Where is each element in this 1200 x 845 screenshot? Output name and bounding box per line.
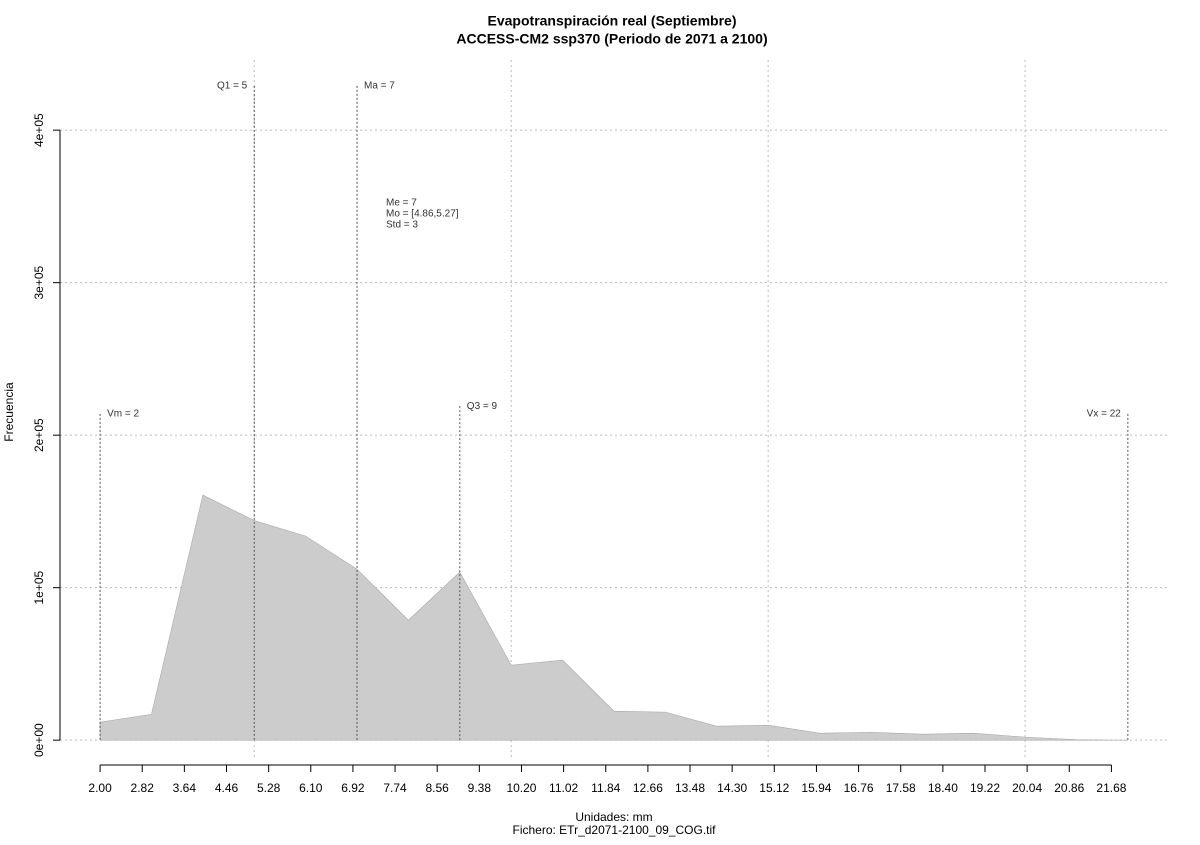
- chart-subtitle: ACCESS-CM2 ssp370 (Periodo de 2071 a 210…: [456, 31, 767, 47]
- y-axis-label: Frecuencia: [2, 382, 16, 442]
- x-tick-label: 3.64: [173, 781, 197, 795]
- x-tick-label: 5.28: [257, 781, 281, 795]
- x-tick-label: 11.84: [591, 781, 620, 795]
- x-tick-label: 6.92: [341, 781, 365, 795]
- x-tick-label: 21.68: [1096, 781, 1126, 795]
- caption: Fichero: ETr_d2071-2100_09_COG.tif: [513, 823, 717, 837]
- x-tick-label: 11.02: [549, 781, 578, 795]
- x-tick-label: 10.20: [506, 781, 536, 795]
- x-tick-label: 20.04: [1012, 781, 1042, 795]
- x-tick-label: 18.40: [928, 781, 958, 795]
- x-tick-label: 15.12: [759, 781, 789, 795]
- x-tick-label: 13.48: [675, 781, 705, 795]
- y-tick-label: 4e+05: [32, 113, 46, 147]
- x-tick-label: 6.10: [299, 781, 323, 795]
- x-tick-label: 7.74: [383, 781, 407, 795]
- stat-label: Mo = [4.86,5.27]: [386, 209, 459, 220]
- x-tick-label: 16.76: [844, 781, 874, 795]
- x-tick-label: 2.00: [88, 781, 112, 795]
- x-tick-label: 8.56: [426, 781, 450, 795]
- chart-title: Evapotranspiración real (Septiembre): [488, 13, 737, 29]
- x-tick-label: 2.82: [131, 781, 155, 795]
- marker-label: Q1 = 5: [217, 81, 248, 92]
- x-tick-label: 12.66: [633, 781, 663, 795]
- x-tick-label: 19.22: [970, 781, 1000, 795]
- x-tick-label: 4.46: [215, 781, 239, 795]
- x-tick-label: 14.30: [717, 781, 747, 795]
- x-tick-label: 15.94: [801, 781, 831, 795]
- x-tick-label: 9.38: [468, 781, 492, 795]
- stat-label: Std = 3: [386, 220, 418, 231]
- marker-label: Vm = 2: [107, 408, 139, 419]
- y-tick-label: 1e+05: [32, 570, 46, 604]
- x-tick-label: 17.58: [886, 781, 916, 795]
- y-tick-label: 0e+00: [32, 723, 46, 757]
- y-tick-label: 3e+05: [32, 265, 46, 299]
- marker-label: Ma = 7: [364, 81, 395, 92]
- stat-label: Me = 7: [386, 198, 417, 209]
- marker-label: Vx = 22: [1087, 408, 1122, 419]
- y-tick-label: 2e+05: [32, 418, 46, 452]
- marker-label: Q3 = 9: [467, 401, 498, 412]
- x-axis-label: Unidades: mm: [575, 810, 652, 824]
- x-tick-label: 20.86: [1054, 781, 1084, 795]
